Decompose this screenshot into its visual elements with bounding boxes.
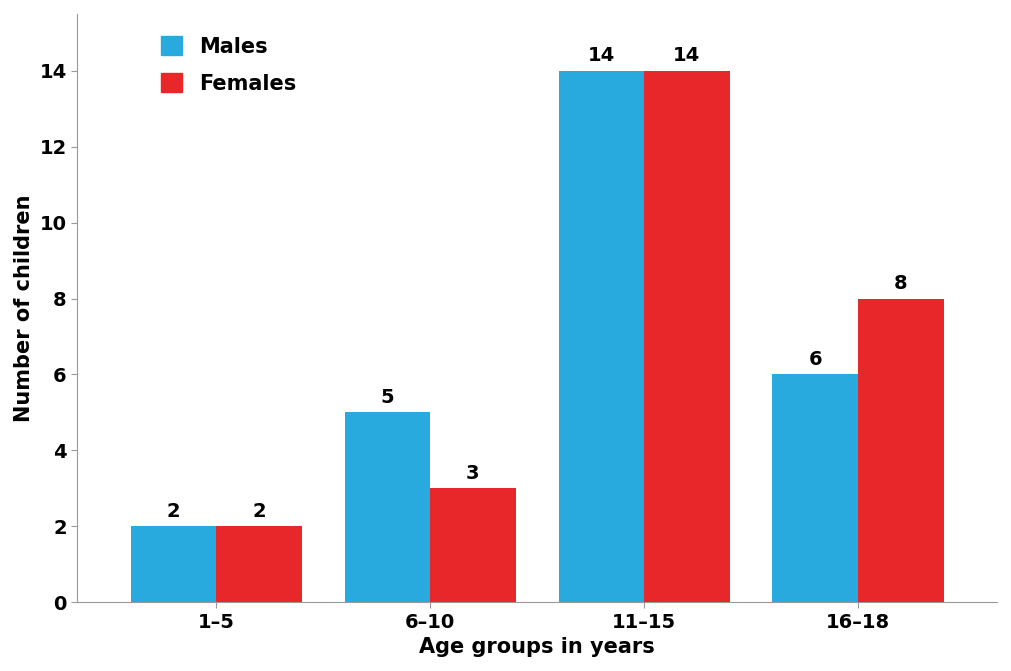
Bar <box>644 71 730 602</box>
Text: 2: 2 <box>167 501 180 521</box>
Text: 14: 14 <box>673 46 701 65</box>
Bar <box>216 526 301 602</box>
Y-axis label: Number of children: Number of children <box>14 195 34 422</box>
Text: 3: 3 <box>466 464 479 482</box>
Text: 6: 6 <box>809 350 822 369</box>
X-axis label: Age groups in years: Age groups in years <box>420 637 655 657</box>
Legend: Males, Females: Males, Females <box>161 36 296 94</box>
Text: 8: 8 <box>894 274 908 293</box>
Text: 14: 14 <box>587 46 615 65</box>
Bar <box>858 299 943 602</box>
Bar <box>430 488 516 602</box>
Text: 5: 5 <box>380 388 394 407</box>
Bar <box>772 374 858 602</box>
Bar <box>130 526 216 602</box>
Text: 2: 2 <box>252 501 266 521</box>
Bar <box>558 71 644 602</box>
Bar <box>345 413 430 602</box>
